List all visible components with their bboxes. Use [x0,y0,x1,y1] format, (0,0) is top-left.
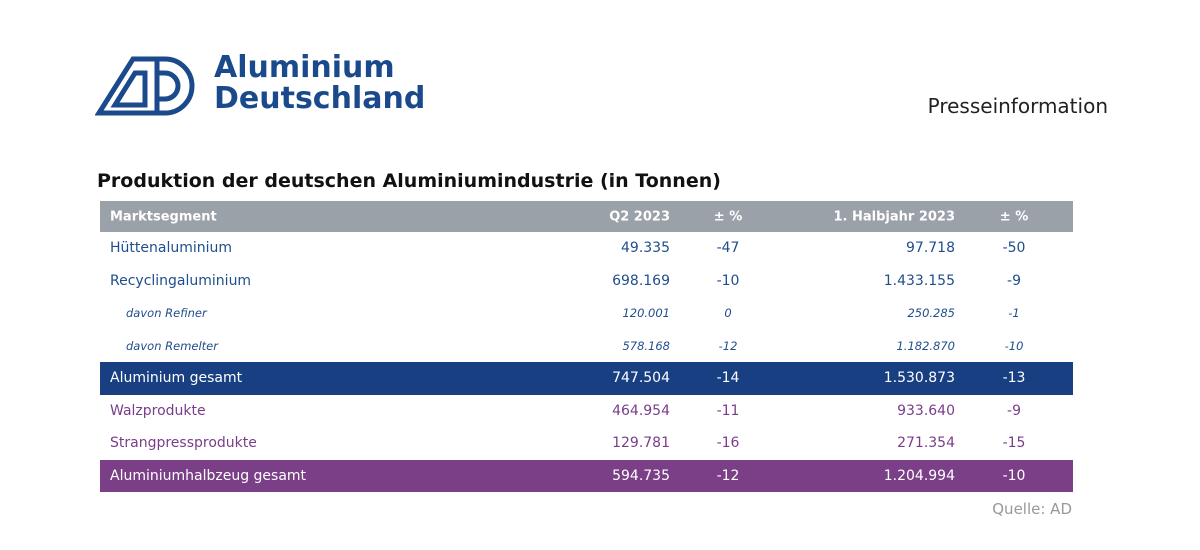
header-label: Presseinformation [927,94,1108,118]
cell: Hüttenaluminium [110,240,233,257]
source: Quelle: AD [992,500,1072,518]
cell: Marktsegment [110,209,217,224]
cell: 933.640 [897,402,955,419]
logo-line: Deutschland [214,81,426,116]
logo-mark [95,56,195,116]
table: Marktsegment Q2 2023 ± % 1. Halbjahr 2023 ± … [100,201,1073,492]
cell: 464.954 [612,402,670,419]
table-row: davon Refiner 120.001 0 250.285 -1 [126,306,1020,321]
table-title: Produktion der deutschen Aluminiumindust… [97,170,721,192]
cell: davon Remelter [126,338,218,353]
table-row: Aluminiumhalbzeug gesamt 594.735 -12 1.204.… [100,459,1073,492]
header-row: Marktsegment Q2 2023 ± % 1. Halbjahr 2023 ± … [100,201,1073,232]
logo-text: Aluminium Deutschland [214,52,425,114]
cell: 1. Halbjahr 2023 [833,209,955,224]
cell: 594.735 [612,467,670,484]
cell: 1.204.994 [883,467,955,484]
logo-line: Aluminium [214,50,395,85]
cell: 1.530.873 [883,370,955,387]
cell: 97.718 [906,240,955,257]
table-row: Walzprodukte 464.954 -11 933.640 -9 [110,402,1021,419]
cell: 747.504 [612,370,670,387]
table-row: Recyclingaluminium 698.169 -10 1.433.155 -9 [110,272,1021,289]
cell: Strangpressprodukte [110,435,257,452]
table-row: Aluminium gesamt 747.504 -14 1.530.873 -13 [100,362,1073,395]
cell: 578.168 [622,338,670,353]
cell: 120.001 [622,306,670,321]
cell: Recyclingaluminium [110,272,252,289]
cell: Aluminiumhalbzeug gesamt [110,467,307,484]
cell: 1.433.155 [883,272,955,289]
cell: 698.169 [612,272,670,289]
table-row: Hüttenaluminium 49.335 -47 97.718 -50 [110,240,1026,257]
cell: 49.335 [621,240,670,257]
cell: 1.182.870 [896,338,955,353]
cell: 271.354 [897,435,955,452]
table-row: Strangpressprodukte 129.781 -16 271.354 -15 [110,435,1026,452]
cell: Aluminium gesamt [110,370,243,387]
cell: 250.285 [907,306,955,321]
cell: 129.781 [612,435,670,452]
cell: Walzprodukte [110,402,206,419]
cell: Q2 2023 [609,209,670,224]
cell: davon Refiner [126,306,207,321]
table-row: davon Remelter 578.168 -12 1.182.870 -10 [126,338,1024,353]
